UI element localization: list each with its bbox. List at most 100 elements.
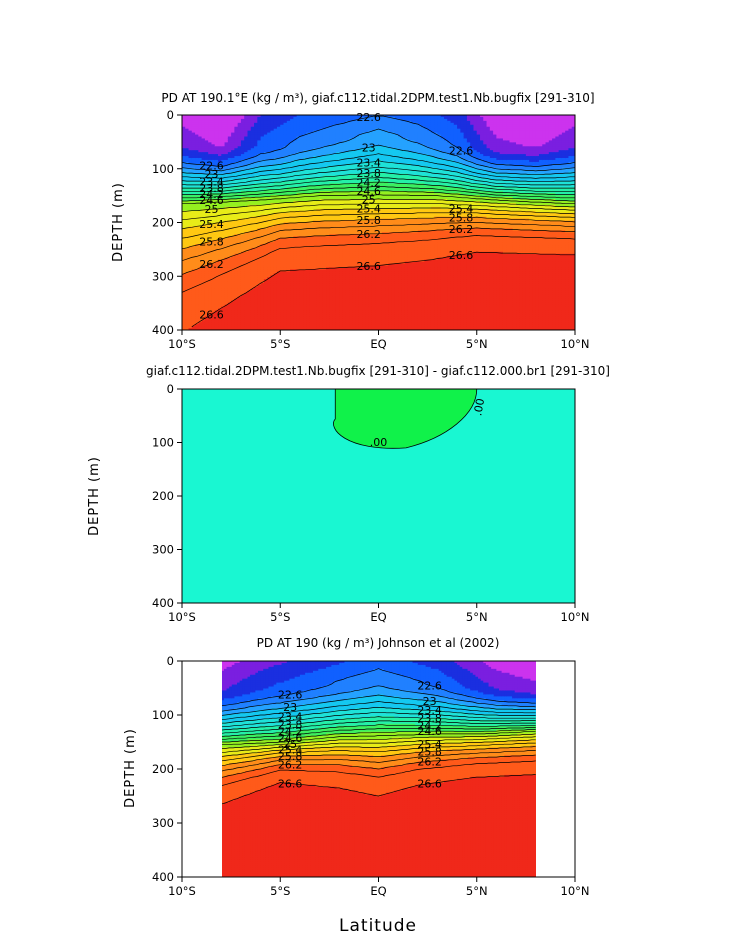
field-cell xyxy=(286,300,291,304)
field-cell xyxy=(240,257,245,261)
field-cell xyxy=(214,288,219,292)
field-cell xyxy=(182,169,186,173)
field-cell xyxy=(286,249,291,253)
field-cell xyxy=(191,150,196,153)
field-cell xyxy=(273,118,278,122)
field-cell xyxy=(244,201,249,204)
field-cell xyxy=(263,187,268,190)
field-cell xyxy=(254,165,258,169)
field-cell xyxy=(195,206,199,210)
field-cell xyxy=(299,138,304,141)
field-cell xyxy=(191,191,196,194)
field-cell xyxy=(273,304,278,308)
field-cell xyxy=(211,144,216,147)
field-cell xyxy=(270,259,275,263)
field-cell xyxy=(198,240,203,243)
field-cell xyxy=(257,224,262,227)
field-cell xyxy=(237,314,242,317)
field-cell xyxy=(191,279,196,282)
field-cell xyxy=(218,189,222,192)
field-cell xyxy=(247,218,252,222)
field-cell xyxy=(221,285,226,288)
field-cell xyxy=(218,236,222,239)
field-cell xyxy=(191,308,196,312)
field-cell xyxy=(237,224,242,227)
field-cell xyxy=(260,201,265,204)
field-cell xyxy=(204,187,209,190)
field-cell xyxy=(244,169,249,173)
field-cell xyxy=(240,159,245,163)
field-cell xyxy=(247,189,252,192)
field-cell xyxy=(276,142,281,145)
field-cell xyxy=(191,320,196,323)
field-cell xyxy=(185,220,190,224)
field-cell xyxy=(231,288,235,292)
field-cell xyxy=(201,218,206,222)
field-cell xyxy=(214,118,219,122)
field-cell xyxy=(214,314,219,317)
field-cell xyxy=(290,220,294,224)
field-cell xyxy=(234,218,239,222)
field-cell xyxy=(283,320,288,323)
field-cell xyxy=(263,144,268,147)
field-cell xyxy=(270,244,275,247)
field-cell xyxy=(283,316,288,319)
field-cell xyxy=(296,240,301,243)
field-cell xyxy=(221,232,226,235)
field-cell xyxy=(237,326,242,329)
field-cell xyxy=(257,310,262,313)
field-cell xyxy=(211,118,216,122)
field-cell xyxy=(182,120,186,124)
field-cell xyxy=(257,210,262,214)
field-cell xyxy=(204,294,209,298)
field-cell xyxy=(201,310,206,313)
field-cell xyxy=(198,271,203,274)
field-cell xyxy=(290,169,294,173)
field-cell xyxy=(290,136,294,140)
field-cell xyxy=(204,222,209,226)
field-cell xyxy=(244,300,249,304)
field-cell xyxy=(244,232,249,235)
field-cell xyxy=(263,197,268,200)
field-cell xyxy=(247,328,252,330)
field-cell xyxy=(280,273,285,276)
field-cell xyxy=(280,212,285,216)
field-cell xyxy=(257,288,262,292)
field-cell xyxy=(208,214,213,218)
field-cell xyxy=(214,197,219,200)
field-cell xyxy=(283,212,288,216)
field-cell xyxy=(276,242,281,245)
field-cell xyxy=(254,230,258,233)
field-cell xyxy=(234,287,239,290)
field-cell xyxy=(267,261,272,265)
field-cell xyxy=(221,214,226,218)
field-cell xyxy=(188,161,193,165)
field-cell xyxy=(188,136,193,140)
field-cell xyxy=(201,191,206,194)
field-cell xyxy=(267,238,272,241)
field-cell xyxy=(191,214,196,218)
field-cell xyxy=(276,238,281,241)
field-cell xyxy=(211,292,216,296)
field-cell xyxy=(237,161,242,165)
field-cell xyxy=(280,202,285,206)
field-cell xyxy=(224,318,229,321)
field-cell xyxy=(260,277,265,280)
field-cell xyxy=(244,251,249,255)
field-cell xyxy=(237,118,242,122)
field-cell xyxy=(224,290,229,294)
field-cell xyxy=(185,216,190,220)
field-cell xyxy=(276,240,281,243)
field-cell xyxy=(240,324,245,327)
field-cell xyxy=(273,124,278,128)
field-cell xyxy=(191,156,196,159)
field-cell xyxy=(218,208,222,212)
field-cell xyxy=(254,324,258,327)
field-cell xyxy=(237,152,242,155)
field-cell xyxy=(286,146,291,149)
field-cell xyxy=(257,204,262,208)
field-cell xyxy=(286,251,291,255)
field-cell xyxy=(296,294,301,298)
field-cell xyxy=(227,298,232,302)
field-cell xyxy=(231,144,235,147)
